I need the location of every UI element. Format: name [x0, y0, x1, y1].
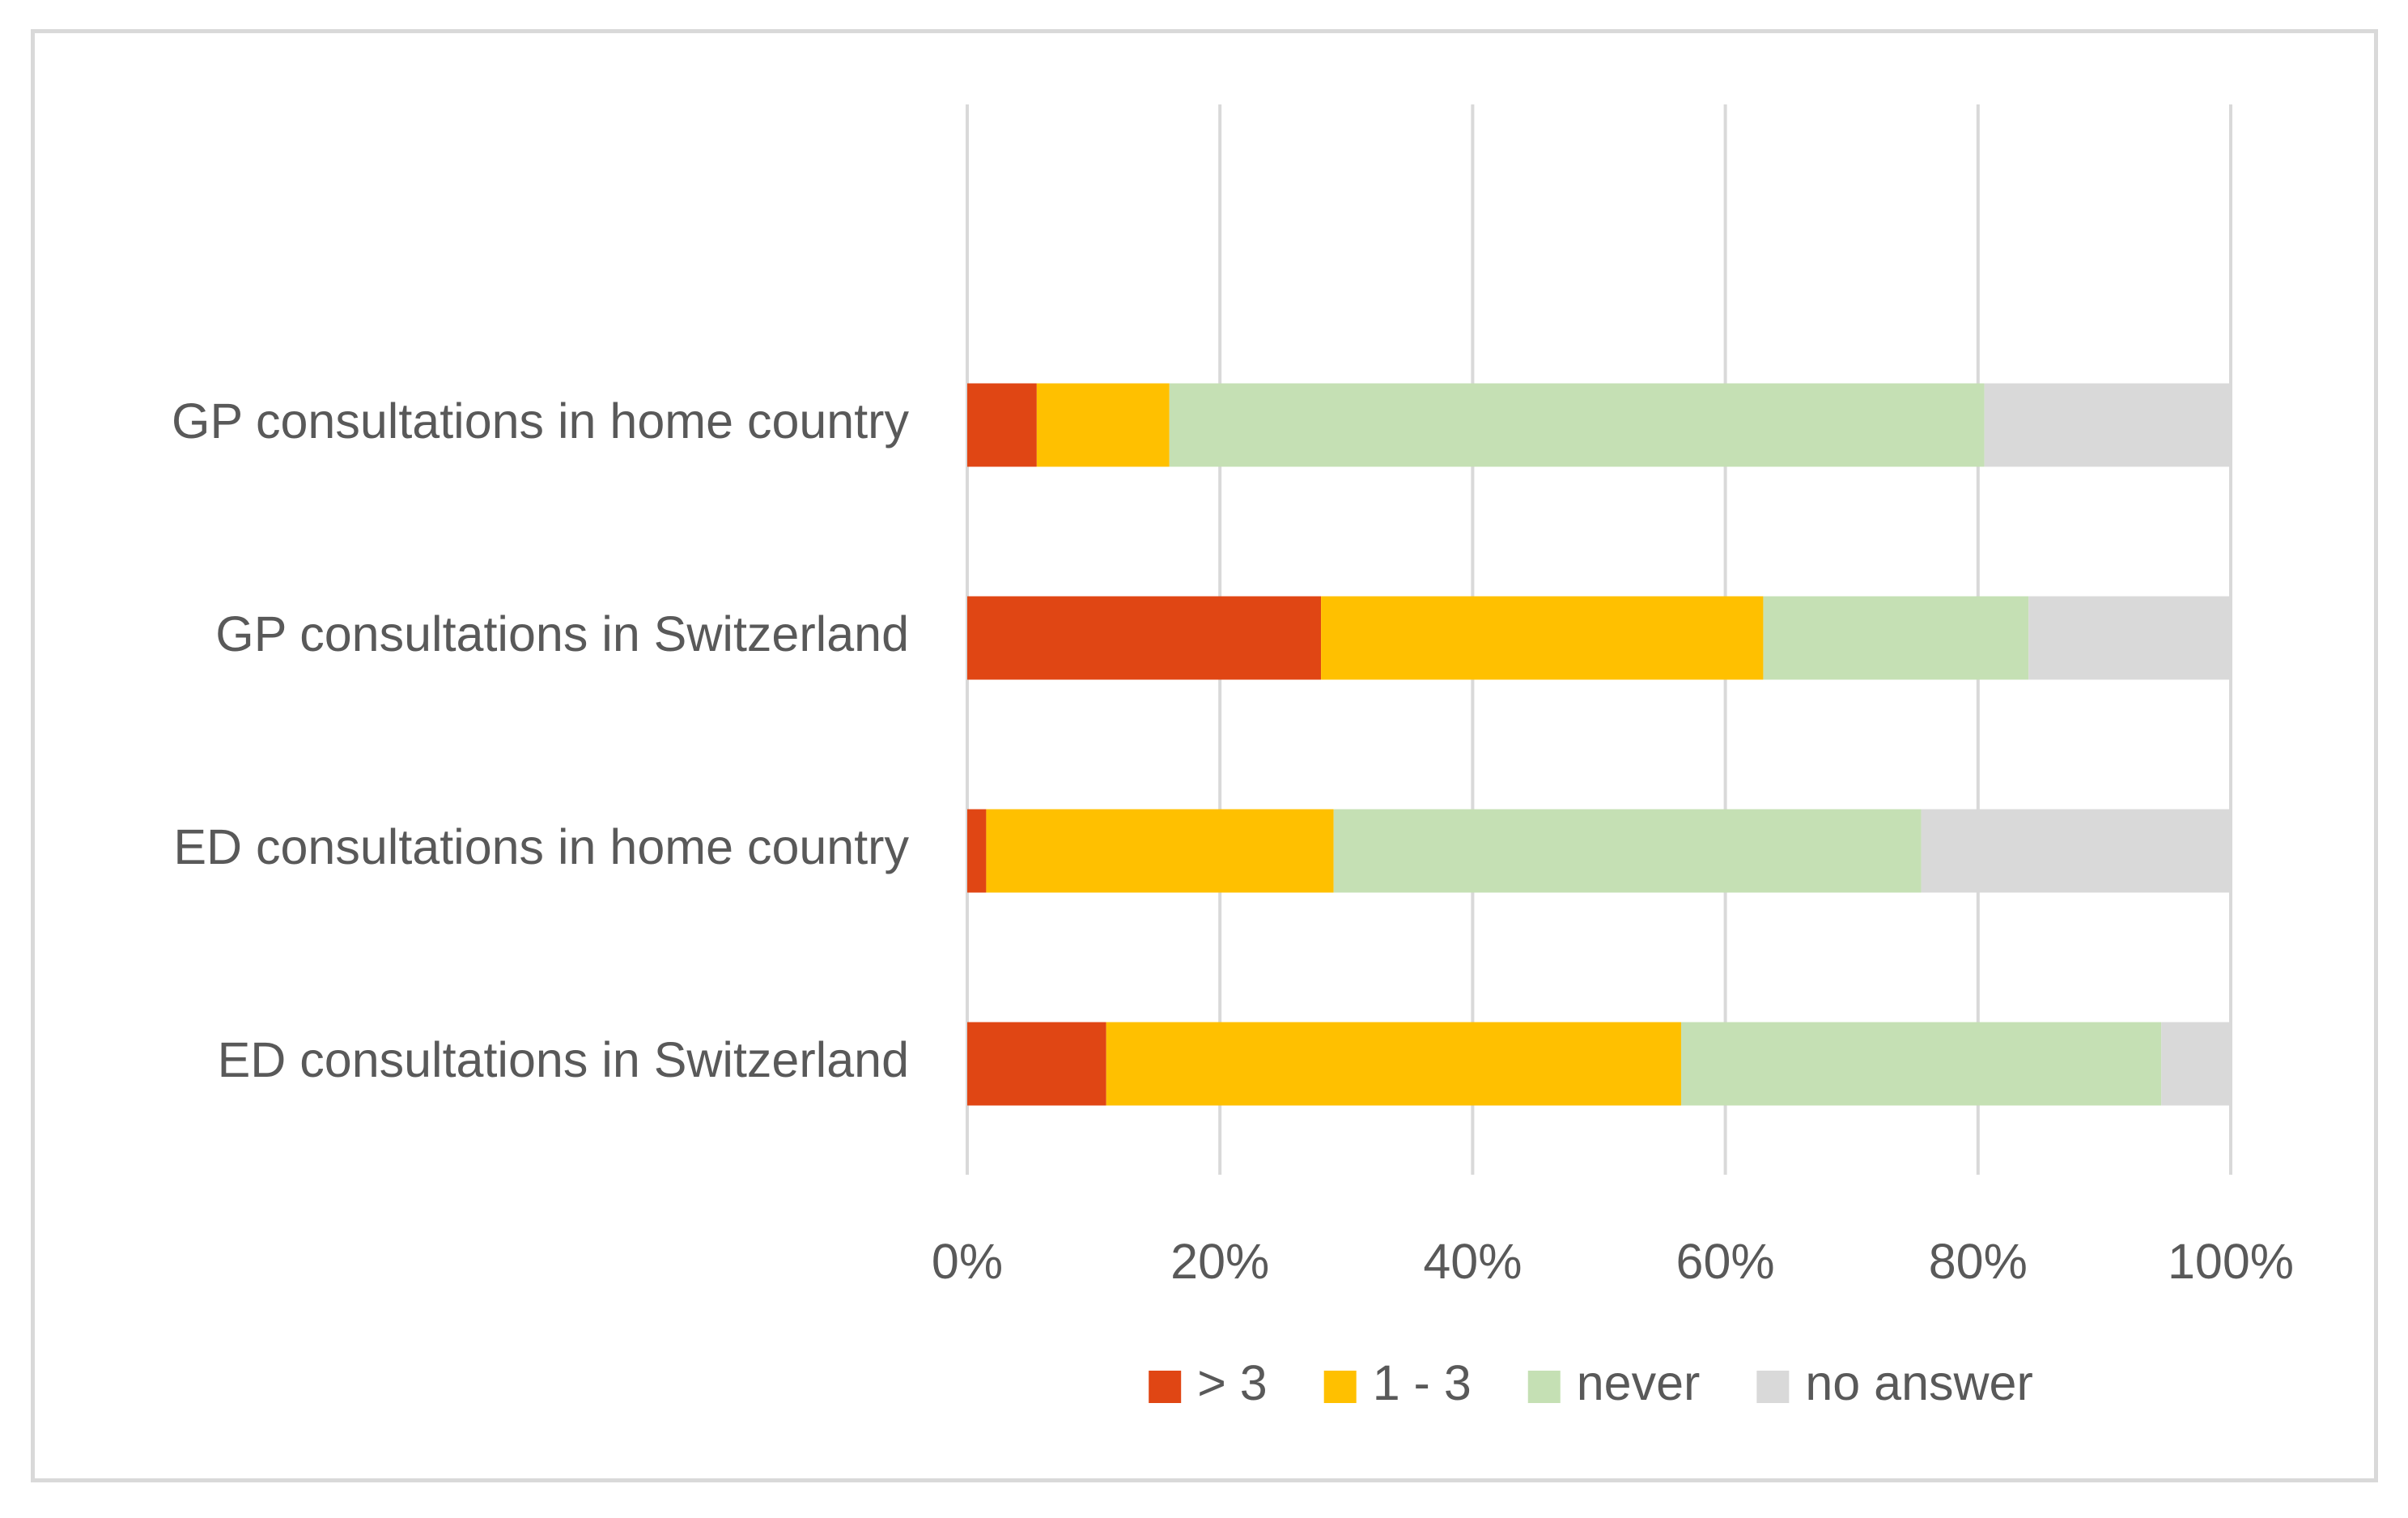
stacked-bar-chart: GP consultations in home country GP consu… — [172, 104, 2294, 1410]
bar-segment — [1036, 383, 1170, 467]
x-tick-label: 60% — [1676, 1234, 1775, 1289]
bar-segment — [967, 1022, 1106, 1106]
bar-segment — [1921, 809, 2231, 893]
x-axis-tick-labels: 0% 20% 40% 60% 80% 100% — [932, 1234, 2294, 1289]
x-tick-label: 40% — [1423, 1234, 1522, 1289]
legend-label: never — [1577, 1355, 1701, 1410]
bar-segment — [2161, 1022, 2231, 1106]
bar-segment — [1169, 383, 1985, 467]
category-label: ED consultations in Switzerland — [218, 1032, 909, 1087]
bar-segment — [1321, 596, 1764, 680]
bar-segment — [1984, 383, 2231, 467]
bar-segment — [967, 809, 987, 893]
bar-segment — [2028, 596, 2231, 680]
x-tick-label: 80% — [1929, 1234, 2028, 1289]
bar-segments — [967, 383, 2231, 1106]
legend-label: > 3 — [1197, 1355, 1268, 1410]
bar-segment — [1333, 809, 1922, 893]
legend-swatch — [1149, 1371, 1182, 1403]
legend-item: never — [1527, 1355, 1701, 1410]
legend: > 3 1 - 3 never no answer — [1149, 1355, 2033, 1410]
x-tick-label: 100% — [2168, 1234, 2294, 1289]
bar-segment — [967, 596, 1322, 680]
x-tick-label: 0% — [932, 1234, 1003, 1289]
legend-swatch — [1323, 1371, 1357, 1403]
bar-segment — [1106, 1022, 1681, 1106]
legend-item: > 3 — [1149, 1355, 1268, 1410]
category-label: GP consultations in Switzerland — [215, 606, 909, 661]
legend-label: no answer — [1805, 1355, 2032, 1410]
bar-segment — [967, 383, 1037, 467]
legend-swatch — [1527, 1371, 1561, 1403]
legend-item: 1 - 3 — [1323, 1355, 1472, 1410]
category-labels: GP consultations in home country GP consu… — [172, 393, 909, 1087]
x-tick-label: 20% — [1170, 1234, 1269, 1289]
bar-segment — [1680, 1022, 2162, 1106]
bar-segment — [1763, 596, 2029, 680]
legend-label: 1 - 3 — [1373, 1355, 1472, 1410]
category-label: ED consultations in home country — [173, 819, 909, 874]
bar-segment — [986, 809, 1334, 893]
legend-item: no answer — [1756, 1355, 2033, 1410]
category-label: GP consultations in home country — [172, 393, 909, 449]
legend-swatch — [1756, 1371, 1790, 1403]
chart-frame: GP consultations in home country GP consu… — [31, 29, 2378, 1482]
